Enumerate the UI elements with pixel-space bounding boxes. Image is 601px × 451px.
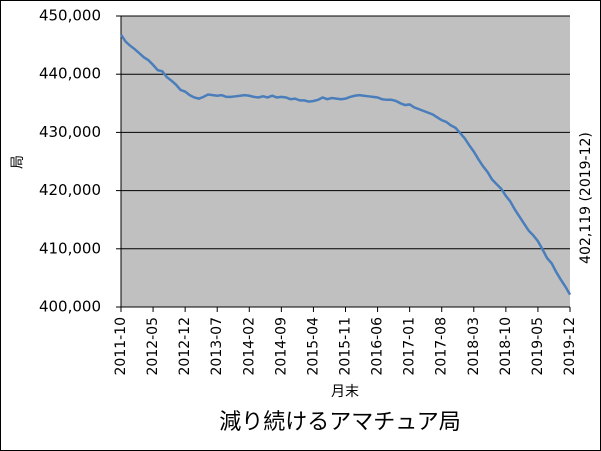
x-tick-label: 2015-11 bbox=[338, 317, 354, 376]
x-tick-label: 2019-12 bbox=[562, 317, 578, 376]
plot-area bbox=[121, 16, 570, 307]
x-axis-label: 月末 bbox=[331, 384, 359, 400]
x-tick-label: 2011-10 bbox=[113, 317, 129, 376]
data-line bbox=[119, 33, 572, 296]
y-tick-label: 440,000 bbox=[39, 65, 101, 83]
y-tick-label: 400,000 bbox=[39, 298, 101, 316]
x-tick-label: 2014-09 bbox=[273, 317, 289, 376]
x-tick-label: 2016-06 bbox=[370, 317, 386, 376]
x-tick-label: 2018-10 bbox=[498, 317, 514, 376]
y-tick-label: 430,000 bbox=[39, 123, 101, 141]
x-tick-label: 2015-04 bbox=[305, 317, 321, 376]
x-tick-label: 2018-03 bbox=[466, 317, 482, 376]
x-tick-label: 2014-02 bbox=[241, 317, 257, 376]
y-tick-label: 420,000 bbox=[39, 181, 101, 199]
y-tick-label: 450,000 bbox=[39, 7, 101, 25]
x-tick-label: 2012-12 bbox=[177, 317, 193, 376]
x-tick-label: 2019-05 bbox=[530, 317, 546, 376]
annotation: 402,119 (2019-12) bbox=[578, 132, 594, 264]
x-tick-label: 2013-07 bbox=[209, 317, 225, 376]
y-axis-label: 局 bbox=[10, 155, 26, 169]
x-tick-label: 2017-01 bbox=[402, 317, 418, 376]
x-tick-label: 2017-08 bbox=[434, 317, 450, 376]
chart-title: 減り続けるアマチュア局 bbox=[219, 410, 461, 435]
y-tick-label: 410,000 bbox=[39, 239, 101, 257]
x-tick-label: 2012-05 bbox=[145, 317, 161, 376]
